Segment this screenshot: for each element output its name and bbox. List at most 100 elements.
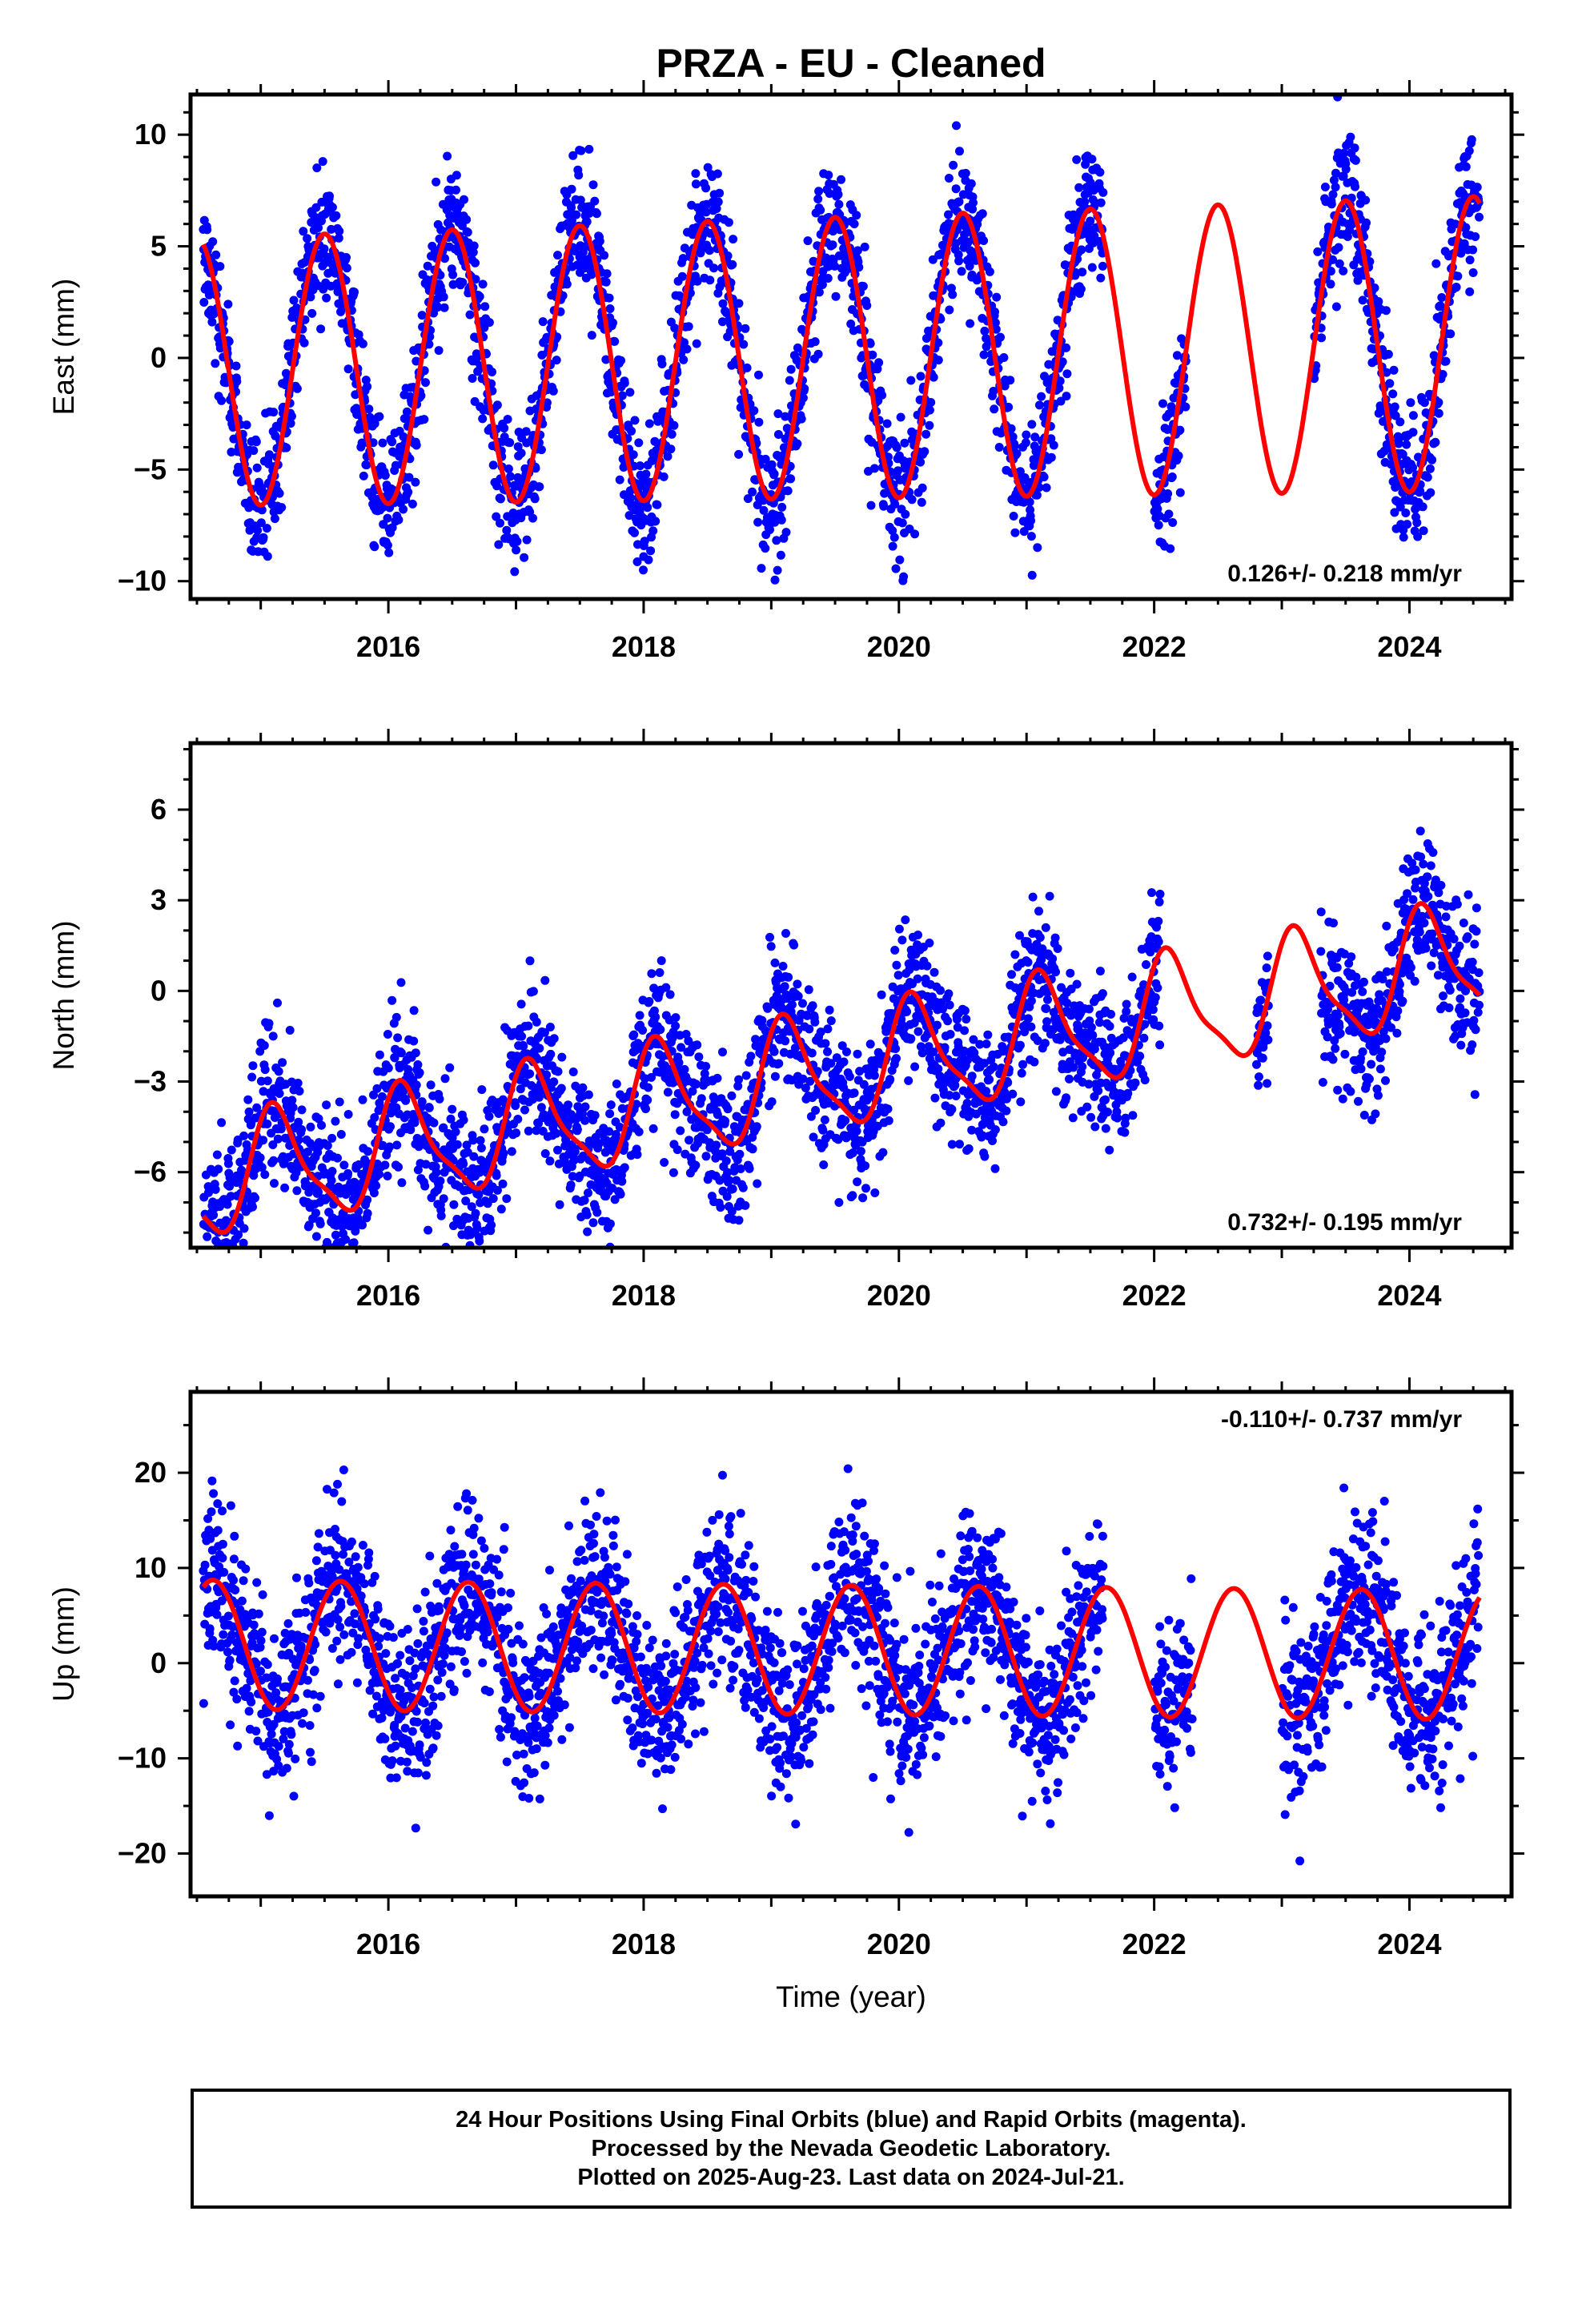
data-point — [314, 1187, 323, 1196]
data-point — [647, 969, 656, 979]
data-point — [1391, 411, 1400, 420]
data-point — [1370, 283, 1379, 292]
data-point — [396, 1048, 406, 1058]
data-point — [734, 1216, 744, 1225]
data-point — [1434, 408, 1443, 418]
data-point — [257, 505, 267, 515]
data-point — [825, 1005, 834, 1015]
data-point — [655, 968, 665, 977]
data-point — [436, 1211, 446, 1220]
data-point — [853, 246, 862, 255]
data-point — [1351, 182, 1359, 191]
data-point — [1009, 512, 1018, 521]
data-point — [716, 1203, 725, 1212]
data-point — [432, 1168, 441, 1177]
data-point — [491, 1255, 500, 1264]
data-point — [954, 256, 964, 266]
data-point — [854, 263, 864, 272]
data-point — [556, 1084, 566, 1093]
data-point — [901, 915, 910, 925]
data-point — [532, 1017, 541, 1027]
y-tick-label: −5 — [134, 452, 167, 485]
data-point — [1087, 155, 1097, 164]
data-point — [548, 386, 558, 396]
data-point — [669, 420, 679, 430]
data-point — [723, 1104, 733, 1114]
data-point — [938, 1004, 947, 1014]
data-point — [1382, 368, 1391, 377]
data-point — [303, 1147, 312, 1156]
data-point — [627, 426, 636, 436]
data-point — [1004, 402, 1014, 412]
data-point — [307, 308, 317, 318]
data-point — [1331, 183, 1340, 192]
data-point — [671, 1021, 681, 1031]
data-point — [203, 1232, 212, 1241]
data-point — [1385, 379, 1395, 388]
data-point — [721, 1116, 730, 1126]
data-point — [1350, 143, 1359, 153]
data-point — [225, 1181, 235, 1191]
data-point — [962, 227, 972, 237]
data-point — [1390, 508, 1399, 517]
data-point — [297, 1105, 307, 1115]
data-point — [402, 407, 412, 416]
data-point — [465, 310, 475, 320]
data-point — [832, 1053, 841, 1063]
data-point — [1039, 472, 1049, 482]
data-point — [985, 1075, 994, 1084]
data-point — [406, 1125, 416, 1135]
data-point — [661, 983, 671, 992]
data-point — [335, 227, 344, 236]
data-point — [660, 1158, 669, 1167]
data-point — [962, 1099, 972, 1108]
data-point — [866, 501, 876, 510]
data-point — [358, 1220, 367, 1230]
data-point — [776, 550, 785, 560]
data-point — [553, 251, 562, 260]
data-point — [722, 1192, 732, 1201]
data-point — [877, 990, 886, 999]
data-point — [641, 469, 651, 479]
data-point — [892, 1054, 901, 1063]
data-point — [1408, 428, 1418, 437]
data-point — [1077, 245, 1086, 255]
data-point — [538, 317, 548, 327]
data-point — [510, 567, 520, 577]
data-point — [691, 169, 701, 179]
data-point — [1044, 360, 1054, 369]
data-point — [342, 263, 351, 273]
data-point — [1456, 248, 1466, 258]
data-point — [820, 1115, 829, 1124]
data-point — [773, 409, 783, 419]
data-point — [947, 1140, 957, 1149]
data-point — [492, 512, 501, 521]
data-point — [452, 185, 460, 195]
data-point — [990, 318, 1000, 328]
data-point — [446, 1114, 456, 1124]
data-point — [1387, 460, 1395, 469]
data-point — [275, 1089, 284, 1098]
data-point — [894, 924, 904, 934]
data-point — [227, 1145, 236, 1155]
data-point — [727, 1091, 737, 1100]
data-point — [440, 303, 449, 312]
data-point — [326, 1254, 335, 1263]
data-point — [264, 1019, 274, 1028]
data-point — [712, 1140, 721, 1150]
data-point — [478, 279, 488, 289]
data-point — [306, 1122, 315, 1132]
data-point — [420, 1181, 430, 1191]
data-point — [853, 1177, 862, 1187]
data-point — [783, 486, 793, 496]
data-point — [1056, 396, 1066, 406]
data-point — [860, 242, 869, 251]
data-point — [793, 979, 802, 989]
data-point — [212, 1150, 222, 1160]
data-point — [786, 364, 796, 374]
data-point — [701, 207, 711, 217]
data-point — [391, 1012, 401, 1022]
data-point — [580, 1196, 589, 1205]
data-point — [394, 515, 404, 525]
